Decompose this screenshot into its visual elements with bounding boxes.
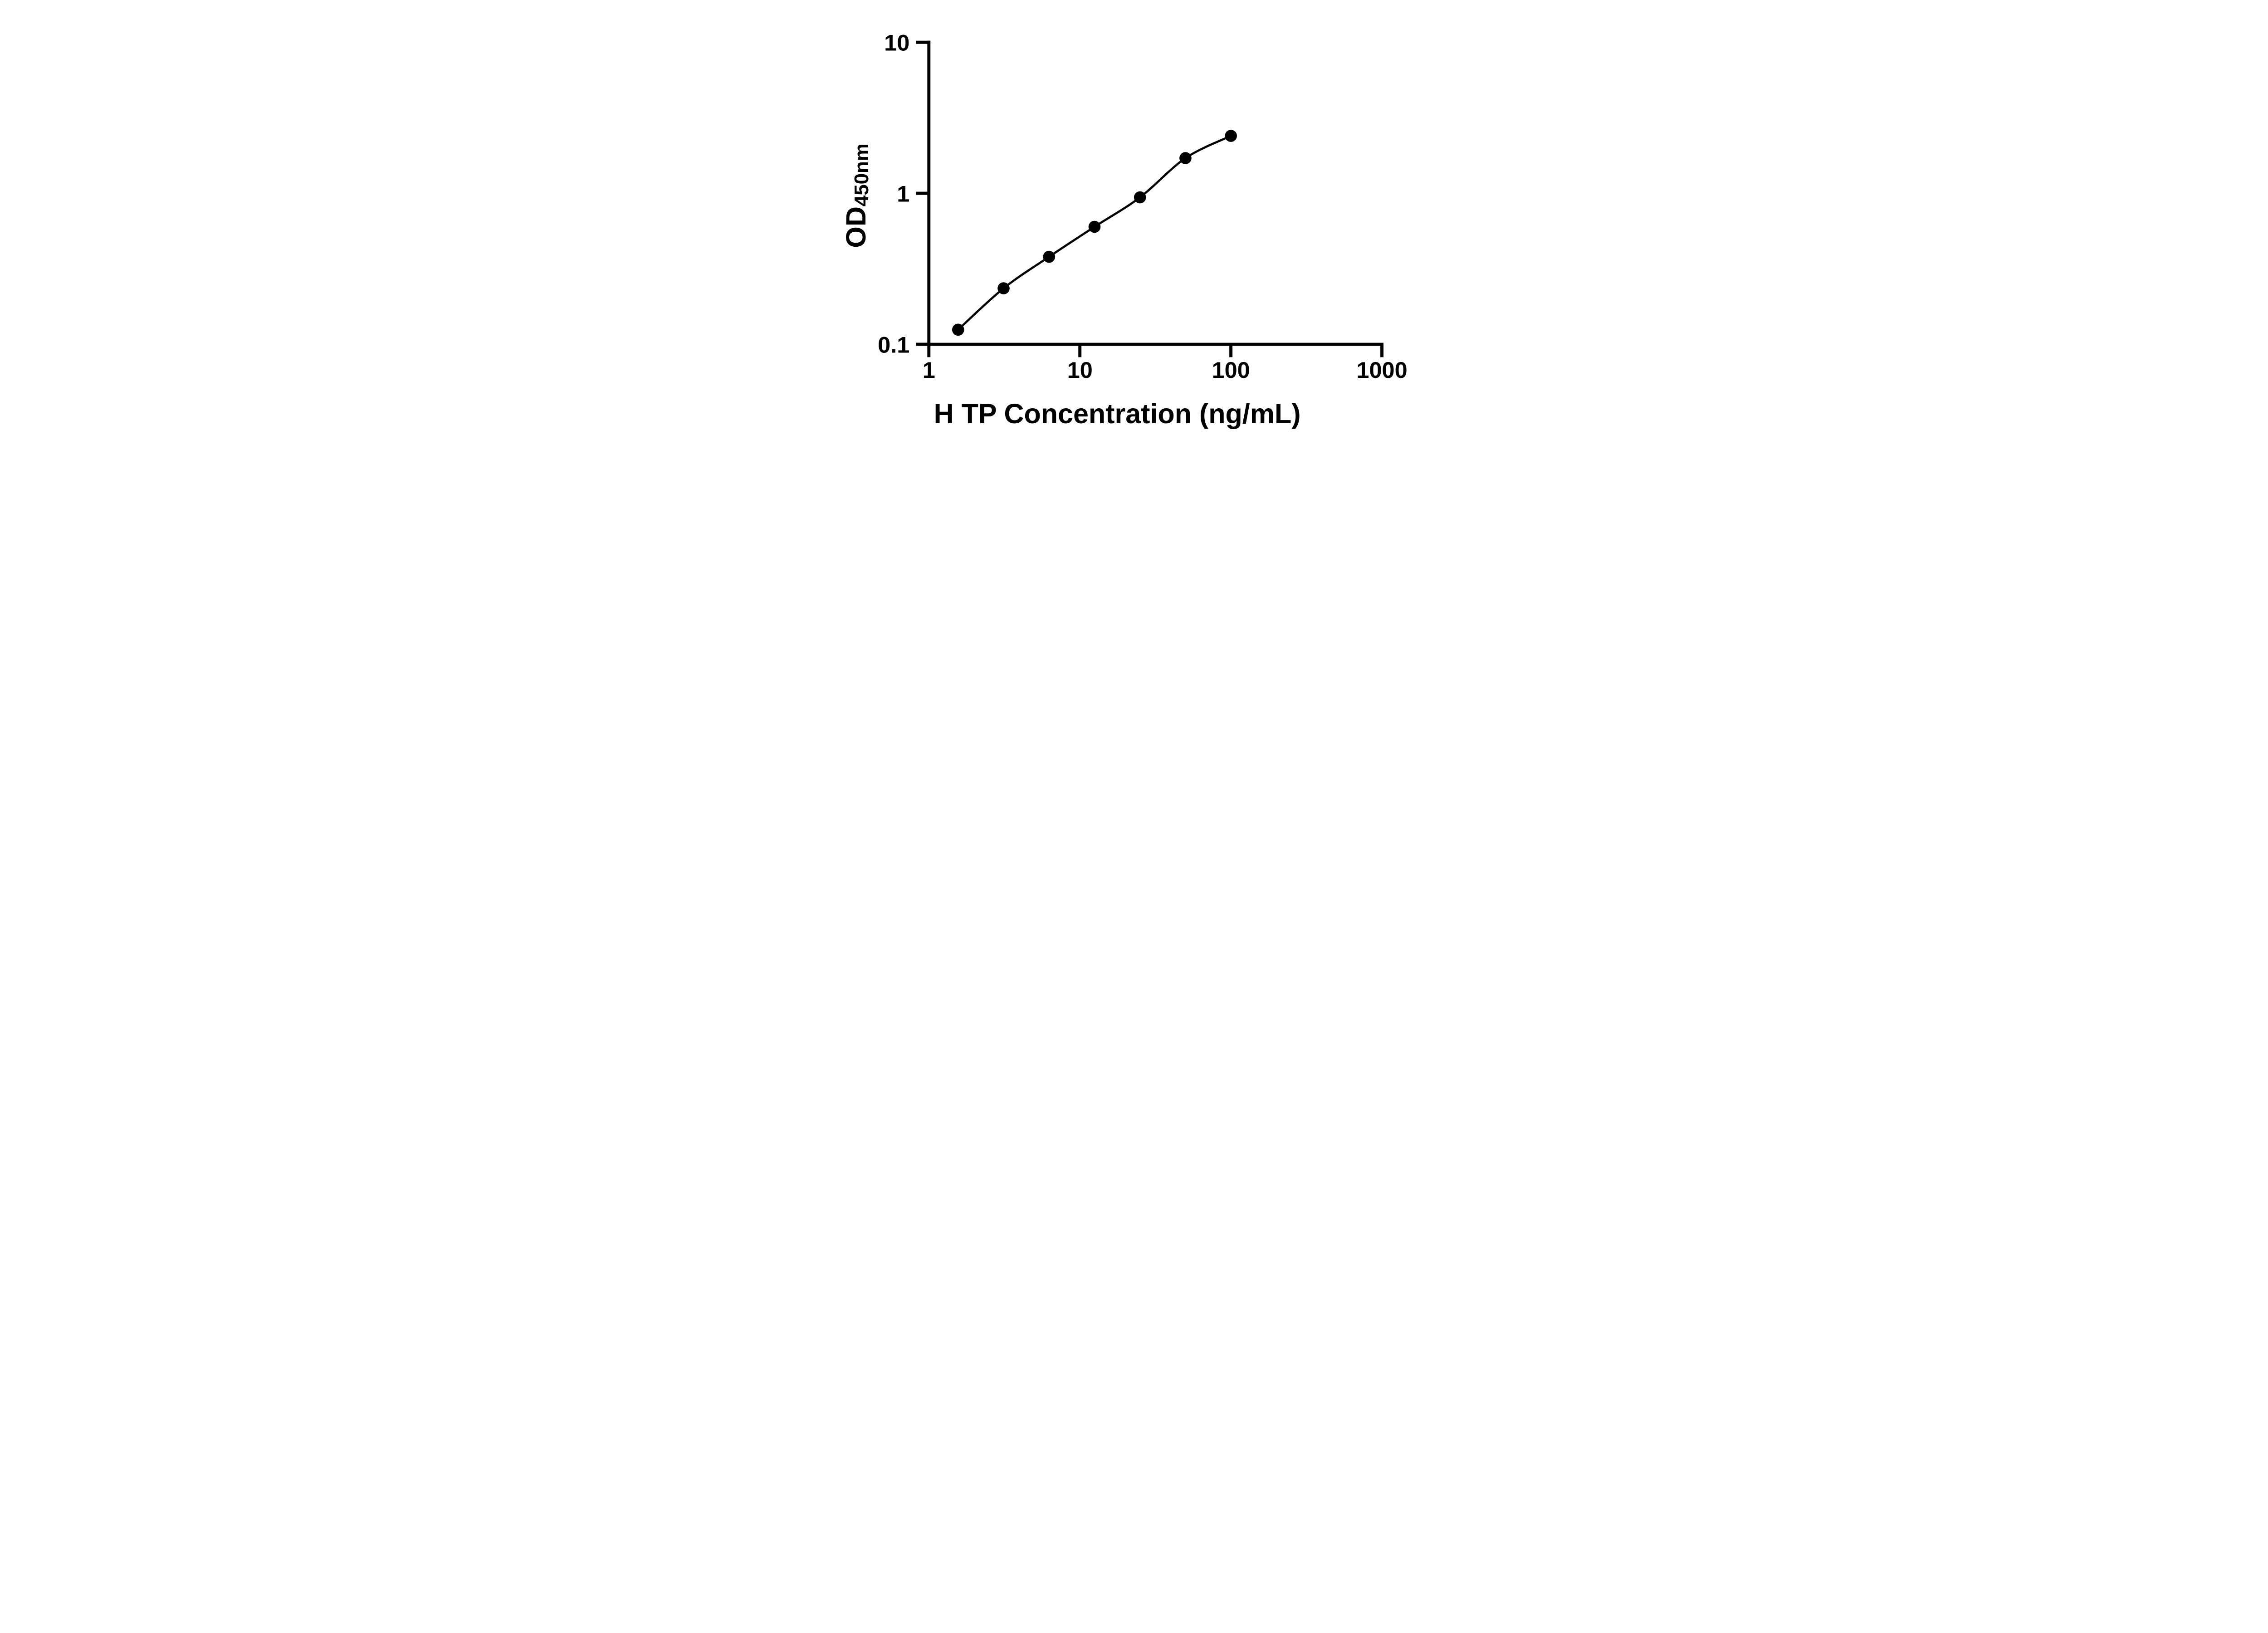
data-point-marker (997, 282, 1010, 294)
y-axis-title-subscript: 450nm (850, 143, 873, 206)
y-tick-label: 10 (884, 30, 909, 56)
x-axis-title: H TP Concentration (ng/mL) (934, 398, 1301, 429)
y-tick-label: 0.1 (878, 332, 909, 357)
x-tick-label: 100 (1212, 357, 1250, 383)
x-tick-label: 1 (923, 357, 935, 383)
x-tick-label: 1000 (1356, 357, 1407, 383)
chart-background (816, 0, 1452, 453)
data-point-marker (1043, 250, 1056, 263)
data-point-marker (1179, 152, 1192, 164)
data-point-marker (952, 323, 964, 336)
y-ticks-group: 0.1 1 10 (878, 30, 929, 357)
y-axis-title: OD450nm (841, 143, 873, 248)
chart-canvas: 1 10 100 1000 0.1 1 10 H TP Concentration (ng… (816, 0, 1452, 453)
data-point-marker (1225, 130, 1237, 142)
y-axis-title-main: OD (841, 206, 871, 248)
elisa-standard-curve-figure: 1 10 100 1000 0.1 1 10 H TP Concentration (ng… (816, 0, 1452, 453)
x-tick-label: 10 (1067, 357, 1093, 383)
y-tick-label: 1 (897, 181, 909, 206)
data-point-marker (1134, 191, 1146, 204)
x-ticks-group: 1 10 100 1000 (923, 344, 1408, 383)
data-points-group (952, 130, 1237, 336)
data-point-marker (1088, 220, 1101, 233)
